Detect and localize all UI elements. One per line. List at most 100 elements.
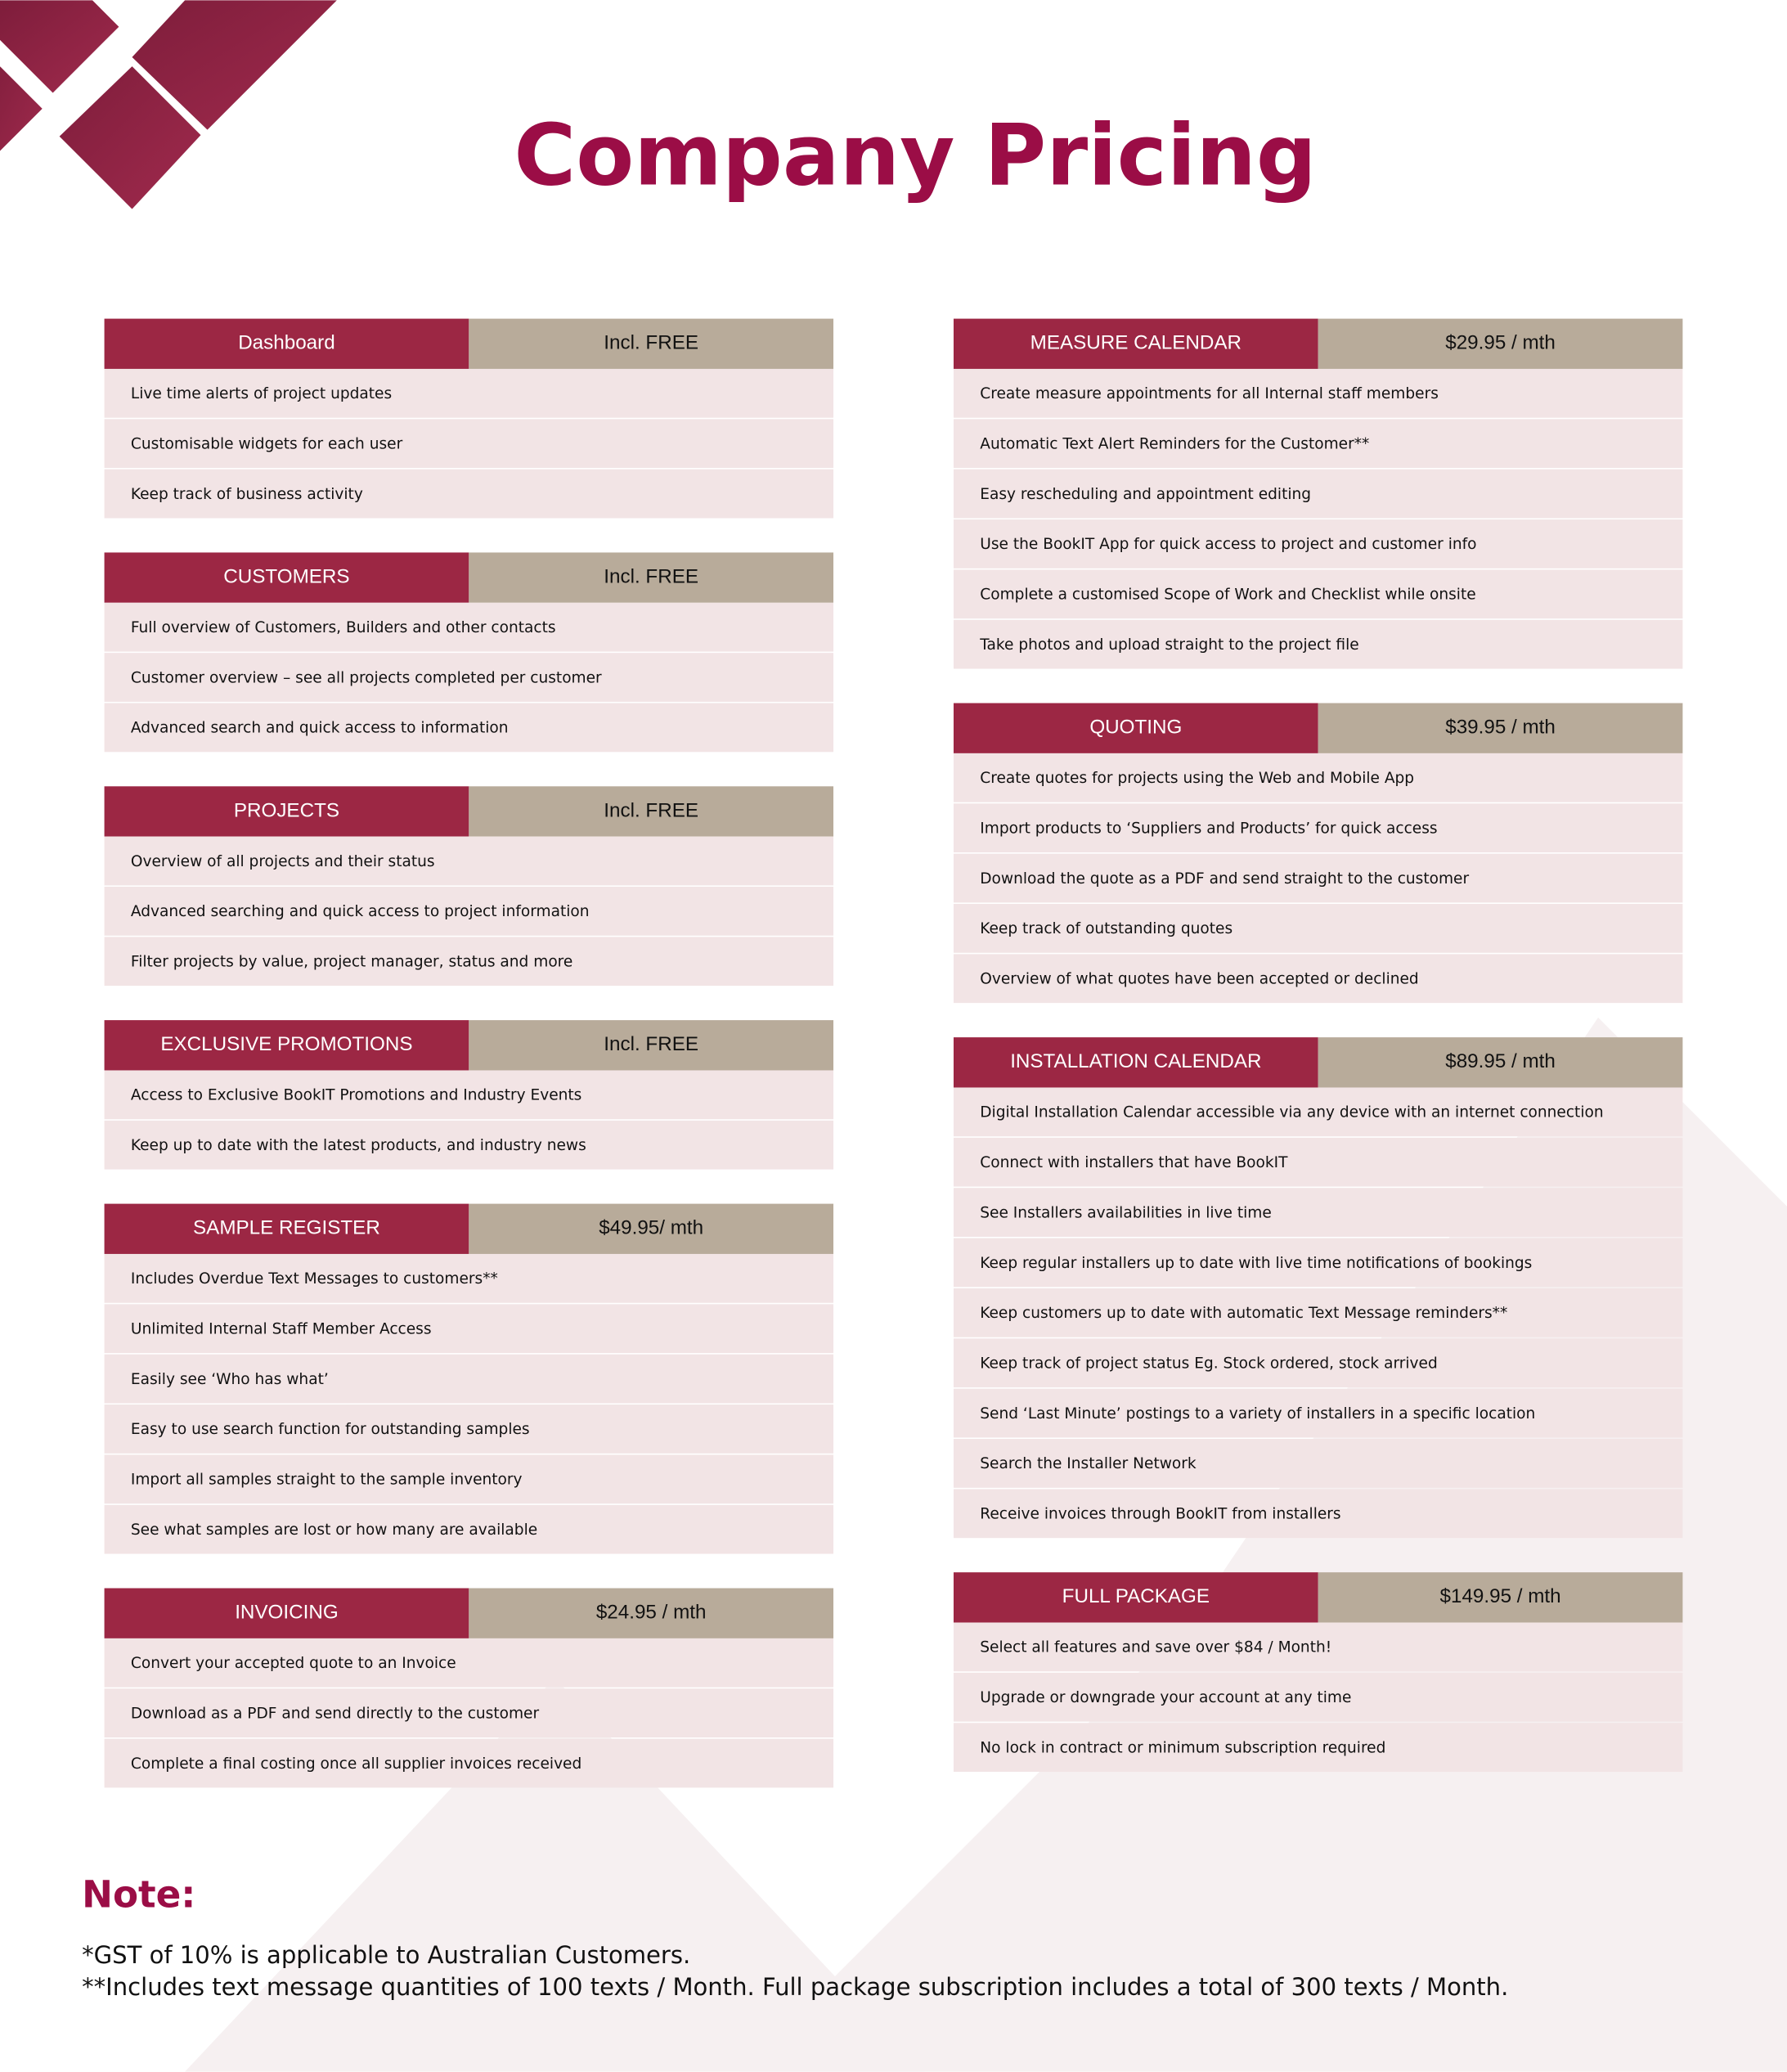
feature-text: See Installers availabilities in live ti… [980,1204,1272,1221]
feature-text: Search the Installer Network [980,1455,1197,1472]
section-price: Incl. FREE [604,332,698,354]
feature-row [104,1638,834,1688]
pricing-section: Dashboard Incl. FREE Live time alerts of p… [104,318,834,519]
section-name: QUOTING [1089,717,1182,739]
section-name: SAMPLE REGISTER [193,1217,380,1239]
feature-row [104,1253,834,1303]
feature-row [104,1688,834,1738]
section-price: Incl. FREE [604,799,698,821]
feature-row [953,1338,1683,1388]
section-price: $29.95 / mth [1445,332,1556,354]
feature-text: Digital Installation Calendar accessible… [980,1104,1603,1121]
feature-text: Customer overview – see all projects com… [131,669,602,686]
price-cell [469,552,834,603]
section-name: EXCLUSIVE PROMOTIONS [160,1033,412,1055]
section-name: INVOICING [235,1602,339,1624]
feature-text: Select all features and save over $84 / … [980,1639,1331,1656]
feature-text: Keep track of business activity [131,486,363,503]
feature-text: Easy rescheduling and appointment editin… [980,486,1311,503]
feature-row [104,1454,834,1504]
feature-row [953,803,1683,853]
section-header [953,318,1318,369]
feature-row [953,1238,1683,1288]
note-heading: Note: [82,1872,195,1916]
feature-row [104,937,834,987]
feature-text: Download as a PDF and send directly to t… [131,1705,540,1722]
section-name: INSTALLATION CALENDAR [1010,1050,1261,1072]
feature-text: Complete a final costing once all suppli… [131,1755,581,1773]
corner-diamonds [0,0,337,209]
feature-text: Advanced search and quick access to info… [131,720,509,737]
feature-row [953,619,1683,669]
feature-row [953,954,1683,1004]
feature-row [104,1070,834,1120]
feature-row [104,419,834,469]
feature-row [953,1723,1683,1773]
section-price: $149.95 / mth [1440,1585,1561,1607]
feature-row [104,653,834,702]
feature-text: Import products to ‘Suppliers and Produc… [980,820,1437,837]
feature-text: Keep up to date with the latest products… [131,1137,586,1154]
section-header [953,1037,1318,1088]
section-name: PROJECTS [234,799,339,821]
feature-text: Convert your accepted quote to an Invoic… [131,1655,456,1672]
feature-text: Complete a customised Scope of Work and … [980,587,1475,604]
price-cell [1318,318,1683,369]
feature-row [104,703,834,753]
feature-row [104,836,834,886]
feature-text: Easy to use search function for outstand… [131,1421,530,1438]
feature-row [953,1489,1683,1539]
feature-row [104,1738,834,1788]
price-cell [469,1020,834,1071]
feature-row [953,1672,1683,1722]
feature-text: Includes Overdue Text Messages to custom… [131,1270,498,1288]
pricing-section: SAMPLE REGISTER $49.95/ mth Includes Overd… [104,1203,834,1554]
feature-text: Keep regular installers up to date with … [980,1255,1532,1272]
section-price: $49.95/ mth [599,1217,703,1239]
feature-row [953,1137,1683,1187]
feature-text: Keep customers up to date with automatic… [980,1305,1507,1322]
section-header [953,1572,1318,1623]
feature-text: Overview of what quotes have been accept… [980,971,1418,988]
price-cell [1318,1572,1683,1623]
feature-row [953,419,1683,469]
feature-text: Use the BookIT App for quick access to p… [980,536,1476,553]
feature-text: Automatic Text Alert Reminders for the C… [980,436,1369,453]
price-cell [469,1588,834,1638]
price-cell [1318,1037,1683,1088]
section-name: Dashboard [238,332,335,354]
price-cell [469,1203,834,1254]
feature-text: Overview of all projects and their statu… [131,853,435,870]
note-line: *GST of 10% is applicable to Australian … [82,1941,690,1969]
section-header [104,1203,469,1254]
feature-row [953,1622,1683,1672]
feature-row [953,569,1683,619]
section-header [104,552,469,603]
feature-text: Keep track of outstanding quotes [980,920,1232,937]
feature-text: Upgrade or downgrade your account at any… [980,1689,1351,1706]
feature-row [953,853,1683,903]
section-price: Incl. FREE [604,566,698,588]
section-price: $89.95 / mth [1445,1050,1556,1072]
feature-row [953,1087,1683,1137]
page-title: Company Pricing [514,107,1317,205]
feature-text: Easily see ‘Who has what’ [131,1371,329,1388]
section-header [104,786,469,837]
feature-row [104,1120,834,1170]
pricing-section: CUSTOMERS Incl. FREE Full overview of Cust… [104,552,834,753]
feature-row [953,469,1683,519]
feature-row [953,1439,1683,1488]
feature-text: Receive invoices through BookIT from ins… [980,1506,1340,1523]
pricing-section: EXCLUSIVE PROMOTIONS Incl. FREE Access to … [104,1020,834,1170]
section-name: MEASURE CALENDAR [1030,332,1241,354]
feature-row [104,469,834,519]
feature-text: Take photos and upload straight to the p… [979,636,1358,654]
feature-text: Full overview of Customers, Builders and… [131,619,556,636]
feature-row [104,1354,834,1404]
feature-text: Unlimited Internal Staff Member Access [131,1321,432,1338]
price-cell [1318,703,1683,753]
price-cell [469,786,834,837]
feature-row [104,1504,834,1554]
feature-row [104,602,834,652]
